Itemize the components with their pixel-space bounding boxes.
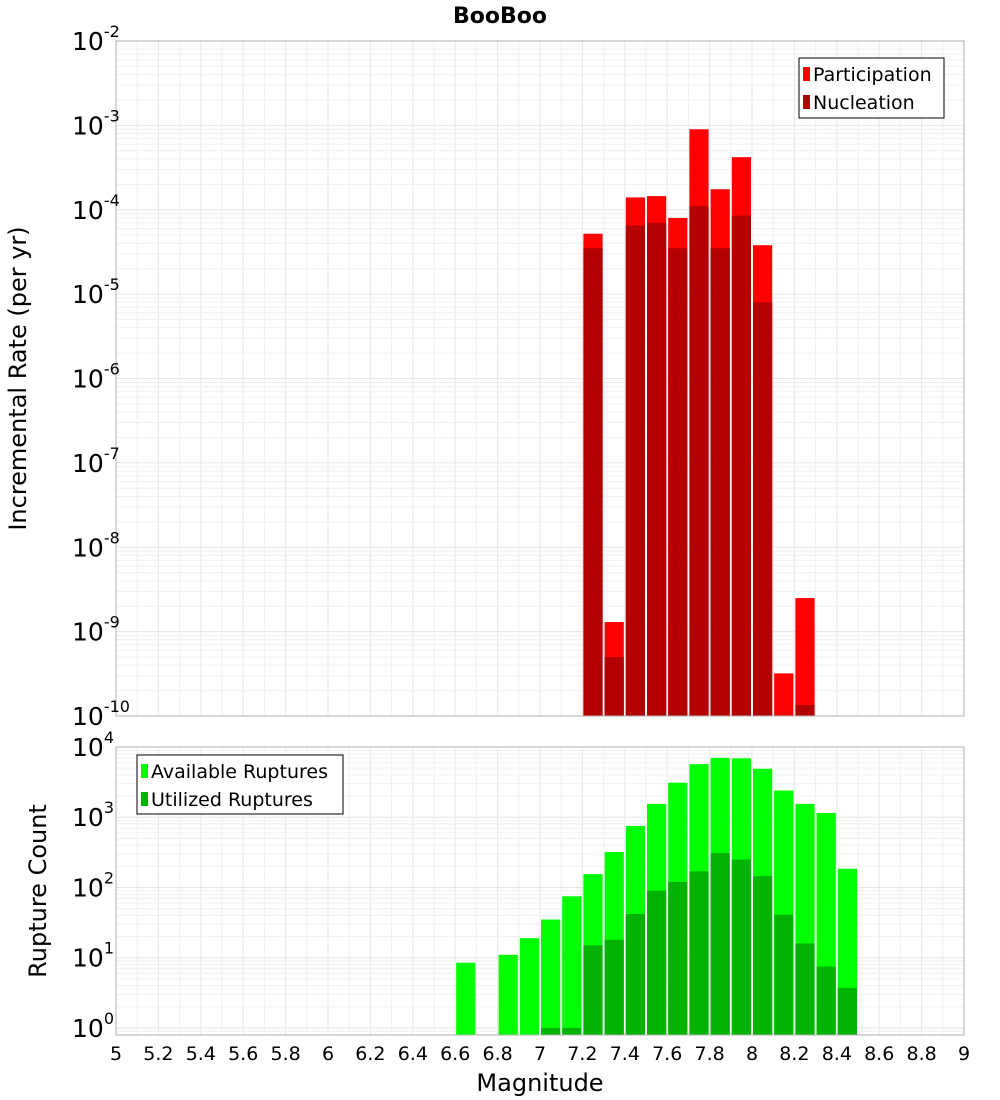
rupture-count-plot: 100 101 102 103 104 Rupture Count 5 5.2 5.4 5.6 5.…: [24, 728, 970, 1097]
bar-utilized-ruptures: [753, 876, 773, 1035]
x-tick-label: 5.8: [270, 1043, 300, 1065]
x-tick-label: 8.6: [864, 1043, 894, 1065]
x-tick-label: 8.4: [822, 1043, 852, 1065]
bar-utilized-ruptures: [731, 859, 751, 1035]
bar-utilized-ruptures: [689, 871, 709, 1035]
y-axis-label: Rupture Count: [24, 804, 52, 978]
x-tick-label: 5.4: [186, 1043, 216, 1065]
legend-label: Available Ruptures: [151, 761, 328, 783]
bar-nucleation: [668, 248, 688, 717]
legend-swatch: [141, 792, 148, 806]
y-tick-label: 101: [72, 939, 114, 973]
legend-swatch: [803, 67, 810, 81]
bar-nucleation: [625, 225, 645, 716]
y-tick-label: 10-9: [72, 613, 120, 647]
x-tick-label: 9: [958, 1043, 970, 1065]
bar-available-ruptures: [456, 962, 476, 1035]
y-tick-label: 10-5: [72, 275, 120, 309]
bar-nucleation: [731, 215, 751, 717]
rate-plot: 10-10 10-9 10-8 10-7 10-6 10-5 10-4 10-3 10-2 Inc…: [4, 4, 965, 731]
y-tick-label: 100: [72, 1009, 114, 1043]
bar-nucleation: [795, 705, 815, 716]
legend-swatch: [803, 95, 810, 109]
chart-title: BooBoo: [453, 4, 547, 29]
y-tick-label: 10-3: [72, 106, 120, 140]
x-tick-label: 6.2: [355, 1043, 385, 1065]
bar-nucleation: [710, 248, 730, 717]
x-tick-label: 6.4: [398, 1043, 428, 1065]
x-tick-label: 7.8: [694, 1043, 724, 1065]
y-tick-label: 10-8: [72, 528, 120, 562]
bar-nucleation: [689, 206, 709, 716]
y-tick-label: 10-10: [72, 697, 130, 731]
plot-frame: [115, 40, 965, 717]
x-tick-label: 6.8: [482, 1043, 512, 1065]
x-tick-label: 7: [534, 1043, 546, 1065]
y-tick-label: 10-7: [72, 444, 120, 478]
x-tick-label: 8.8: [906, 1043, 936, 1065]
bar-utilized-ruptures: [625, 913, 645, 1035]
x-tick-label: 5.6: [228, 1043, 258, 1065]
x-tick-label: 6.6: [440, 1043, 470, 1065]
y-tick-label: 104: [72, 728, 114, 762]
x-tick-label: 5.2: [143, 1043, 173, 1065]
bar-participation: [795, 598, 815, 716]
legend-label: Participation: [813, 64, 932, 86]
bar-available-ruptures: [562, 896, 582, 1035]
bar-utilized-ruptures: [668, 881, 688, 1035]
bar-utilized-ruptures: [541, 1027, 561, 1035]
x-tick-label: 6: [322, 1043, 334, 1065]
bar-utilized-ruptures: [837, 988, 857, 1035]
bar-utilized-ruptures: [774, 914, 794, 1035]
y-tick-label: 102: [72, 868, 114, 902]
y-tick-label: 10-6: [72, 360, 120, 394]
bar-available-ruptures: [498, 954, 518, 1035]
x-tick-label: 8: [746, 1043, 758, 1065]
bar-utilized-ruptures: [604, 939, 624, 1035]
bar-participation: [774, 673, 794, 716]
bar-nucleation: [583, 248, 603, 717]
x-axis-label: Magnitude: [476, 1069, 603, 1097]
bar-nucleation: [753, 302, 773, 716]
y-tick-label: 10-2: [72, 22, 120, 56]
bar-utilized-ruptures: [562, 1027, 582, 1035]
x-tick-label: 7.6: [652, 1043, 682, 1065]
legend-box: [136, 754, 344, 815]
bar-nucleation: [604, 657, 624, 716]
bar-available-ruptures: [519, 938, 539, 1035]
x-tick-label: 7.4: [610, 1043, 640, 1065]
y-axis-label: Incremental Rate (per yr): [4, 226, 32, 530]
x-tick-label: 8.2: [779, 1043, 809, 1065]
x-tick-label: 7.2: [567, 1043, 597, 1065]
legend-label: Utilized Ruptures: [151, 789, 313, 811]
bar-utilized-ruptures: [816, 966, 836, 1035]
bar-utilized-ruptures: [710, 852, 730, 1035]
legend-swatch: [141, 764, 148, 778]
y-tick-label: 103: [72, 798, 114, 832]
y-tick-label: 10-4: [72, 191, 120, 225]
bar-utilized-ruptures: [647, 890, 667, 1035]
legend-label: Nucleation: [813, 92, 915, 114]
bar-utilized-ruptures: [795, 943, 815, 1035]
bar-utilized-ruptures: [583, 945, 603, 1035]
plot-frame: [115, 746, 965, 1036]
legend-box: [798, 57, 945, 119]
bar-available-ruptures: [541, 919, 561, 1035]
bar-nucleation: [647, 222, 667, 716]
x-tick-label: 5: [110, 1043, 122, 1065]
